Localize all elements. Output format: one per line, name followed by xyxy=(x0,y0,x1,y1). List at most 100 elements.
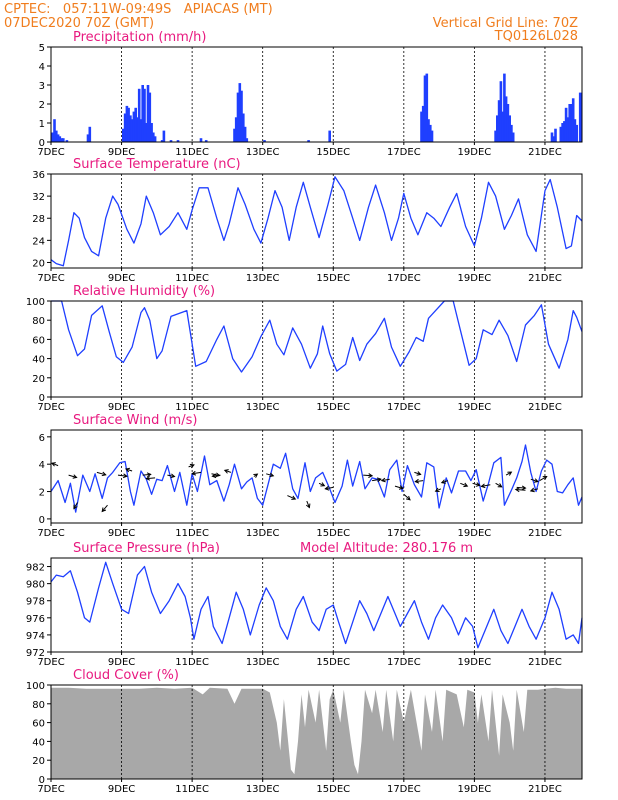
wind-arrow xyxy=(125,467,133,473)
temp-xtick-label: 19DEC xyxy=(458,273,492,284)
wind-arrow xyxy=(372,477,382,483)
precip-xtick-label: 15DEC xyxy=(316,147,350,158)
wind-arrow-shaft xyxy=(117,474,127,477)
humid-frame xyxy=(50,300,583,398)
precip-bar xyxy=(176,140,180,142)
wind-arrow xyxy=(188,463,195,469)
wind-arrow xyxy=(167,473,176,479)
cloud-xtick-label: 13DEC xyxy=(246,784,280,795)
wind-arrow xyxy=(305,500,311,509)
wind-arrow-head xyxy=(324,485,330,491)
precip-bar xyxy=(501,111,504,142)
precip-bar xyxy=(137,88,141,142)
temp-series-line xyxy=(50,176,583,267)
press-xtick-label: 7DEC xyxy=(37,657,64,668)
precip-bar xyxy=(153,136,157,142)
wind-arrow-shaft xyxy=(530,478,539,483)
wind-arrow-head xyxy=(73,504,78,510)
precip-bar xyxy=(423,75,427,142)
press-xtick-label: 11DEC xyxy=(175,657,209,668)
precip-bar xyxy=(150,123,153,142)
press-ytick-label: 972 xyxy=(26,648,45,659)
temp-xtick-label: 15DEC xyxy=(316,273,350,284)
cloud-xtick-label: 17DEC xyxy=(387,784,421,795)
wind-arrow-shaft xyxy=(516,486,526,489)
wind-arrow-head xyxy=(405,495,411,501)
press-xtick-label: 19DEC xyxy=(458,657,492,668)
press-ytick-label: 980 xyxy=(26,580,45,591)
temp-title: Surface Temperature (nC) xyxy=(73,157,241,172)
wind-arrow-head xyxy=(125,467,130,473)
wind-arrow-shaft xyxy=(212,474,221,477)
wind-arrow-shaft xyxy=(363,474,373,477)
precip-bar xyxy=(568,104,571,142)
humid-ytick-label: 20 xyxy=(32,374,45,385)
wind-arrow-shaft xyxy=(372,478,381,482)
precip-bar xyxy=(51,132,55,142)
cloud-xtick-label: 15DEC xyxy=(316,784,350,795)
wind-arrow-head xyxy=(211,473,217,479)
wind-arrow xyxy=(516,485,527,491)
humid-xtick-label: 13DEC xyxy=(246,402,280,413)
header-station: CPTEC: 057:11W-09:49S APIACAS (MT) xyxy=(4,2,273,17)
wind-xtick-label: 7DEC xyxy=(37,528,64,539)
precip-panel: 7DEC 9DEC 11DEC 13DEC 15DEC 17DEC 19DEC 21DEC 0 1… xyxy=(37,30,583,158)
header-grid-line: Vertical Grid Line: 70Z xyxy=(433,16,578,31)
precip-bar xyxy=(243,126,247,142)
cloud-panel: 7DEC 9DEC 11DEC 13DEC 15DEC 17DEC 19DEC 21DEC 0 2… xyxy=(26,668,583,795)
precip-bar xyxy=(130,119,134,142)
precip-bar xyxy=(238,83,242,142)
precip-bar xyxy=(503,73,506,142)
wind-arrow-shaft xyxy=(146,477,156,480)
wind-arrow-head xyxy=(291,495,297,500)
wind-xtick-label: 11DEC xyxy=(175,528,209,539)
wind-arrow-head xyxy=(380,477,386,483)
wind-arrow-shaft xyxy=(460,482,468,487)
wind-arrow xyxy=(253,473,259,478)
precip-bar xyxy=(511,132,515,142)
humid-xtick-label: 19DEC xyxy=(458,402,492,413)
wind-arrow-head xyxy=(253,473,259,478)
precip-bar xyxy=(234,117,238,142)
temp-xtick-label: 13DEC xyxy=(246,273,280,284)
wind-arrow-head xyxy=(146,472,152,478)
cloud-ytick-label: 80 xyxy=(32,700,45,711)
cloud-ytick-label: 60 xyxy=(32,719,45,730)
humid-title: Relative Humidity (%) xyxy=(73,284,215,299)
cloud-xtick-label: 9DEC xyxy=(108,784,135,795)
wind-arrow-head xyxy=(72,474,78,479)
cloud-title: Cloud Cover (%) xyxy=(73,668,179,683)
precip-bar xyxy=(152,132,155,142)
header-model-id: TQ0126L028 xyxy=(494,29,578,44)
press-xtick-label: 13DEC xyxy=(246,657,280,668)
precip-bar xyxy=(425,73,429,142)
cloud-xtick-label: 11DEC xyxy=(175,784,209,795)
precip-bar xyxy=(148,92,152,142)
precip-bar xyxy=(199,138,203,142)
wind-arrow-head xyxy=(191,470,197,476)
wind-arrow xyxy=(514,487,526,493)
wind-arrow-head xyxy=(480,483,486,489)
precip-xtick-label: 19DEC xyxy=(458,147,492,158)
wind-arrow xyxy=(530,478,539,483)
wind-arrow-shaft xyxy=(495,482,502,488)
temp-ytick-label: 28 xyxy=(32,214,45,225)
precip-bar xyxy=(307,140,310,142)
wind-arrow xyxy=(363,473,374,478)
precip-xtick-label: 9DEC xyxy=(108,147,135,158)
precip-bar xyxy=(564,107,568,142)
wind-arrow xyxy=(50,462,59,467)
wind-arrow-shaft xyxy=(472,482,480,486)
wind-arrow-shaft xyxy=(530,488,539,492)
precip-bar xyxy=(506,104,510,142)
precip-bar xyxy=(53,119,56,142)
wind-arrow-shaft xyxy=(142,473,151,476)
precip-bar xyxy=(134,107,137,142)
precip-bar xyxy=(554,128,557,142)
temp-xtick-label: 11DEC xyxy=(175,273,209,284)
wind-arrow-head xyxy=(376,477,382,483)
wind-arrow xyxy=(73,502,78,510)
precip-title: Precipitation (mm/h) xyxy=(73,30,206,45)
wind-arrow-head xyxy=(223,469,229,474)
wind-arrow-head xyxy=(529,487,535,493)
